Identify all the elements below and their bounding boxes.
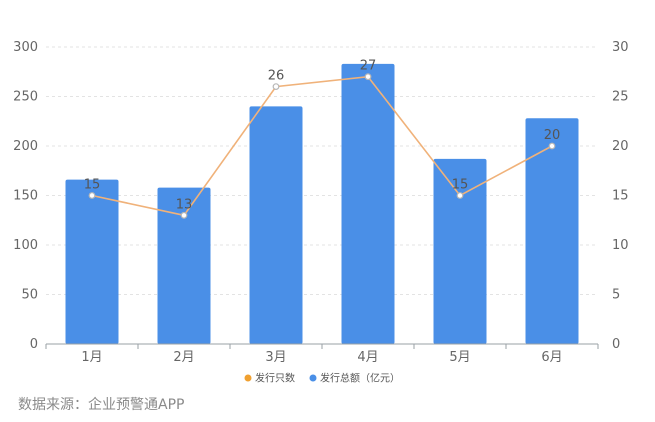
x-tick-label: 3月 [265, 350, 286, 365]
bar [341, 63, 395, 345]
legend-marker [244, 374, 252, 382]
x-tick-label: 5月 [449, 350, 470, 365]
x-tick-label: 6月 [541, 350, 562, 365]
data-label: 26 [268, 69, 285, 84]
data-label: 15 [452, 178, 469, 193]
legend-label: 发行总额（亿元） [320, 372, 400, 385]
y-left-tick-label: 150 [13, 189, 38, 204]
x-tick-label: 2月 [173, 350, 194, 365]
grid-lines [46, 46, 598, 295]
x-tick-label: 1月 [81, 350, 102, 365]
data-label: 27 [360, 59, 377, 74]
line-series: 15 13 26 27 15 20 [84, 59, 561, 219]
data-label: 15 [84, 178, 101, 193]
bar [525, 118, 579, 344]
y-left-tick-label: 200 [13, 139, 38, 154]
bar [157, 187, 211, 344]
y-right-tick-label: 0 [612, 337, 620, 352]
y-left-tick-label: 250 [13, 90, 38, 105]
y-right-tick-label: 5 [612, 288, 620, 303]
line-point [88, 192, 96, 199]
y-left-tick-label: 50 [21, 288, 38, 303]
bar-series [65, 63, 579, 345]
source-note: 数据来源：企业预警通APP [18, 397, 185, 413]
y-left-tick-label: 300 [13, 40, 38, 55]
line-point [548, 142, 556, 150]
x-tick-label: 4月 [357, 350, 378, 365]
y-right-tick-label: 30 [612, 40, 629, 55]
y-right-tick-label: 15 [612, 189, 629, 204]
bar [433, 158, 487, 344]
line-point [456, 192, 464, 199]
y-left-tick-label: 0 [30, 337, 38, 352]
y-left-tick-label: 100 [13, 238, 38, 253]
bar [249, 106, 303, 345]
line-point [180, 211, 188, 219]
y-right-tick-label: 25 [612, 90, 629, 105]
y-right-tick-label: 20 [612, 139, 629, 154]
legend: 发行只数 发行总额（亿元） [244, 372, 400, 385]
line-point [272, 83, 280, 90]
bar [65, 179, 119, 344]
line-point [364, 73, 372, 81]
legend-marker [309, 374, 317, 382]
data-label: 13 [176, 197, 193, 212]
data-label: 20 [544, 128, 561, 143]
legend-label: 发行只数 [255, 372, 295, 385]
y-right-tick-label: 10 [612, 238, 629, 253]
line-path [91, 75, 553, 217]
axes: 0 50 100 150 200 250 300 0 5 10 15 20 25 30 1月 2月 3月 4月 5月… [13, 40, 628, 365]
